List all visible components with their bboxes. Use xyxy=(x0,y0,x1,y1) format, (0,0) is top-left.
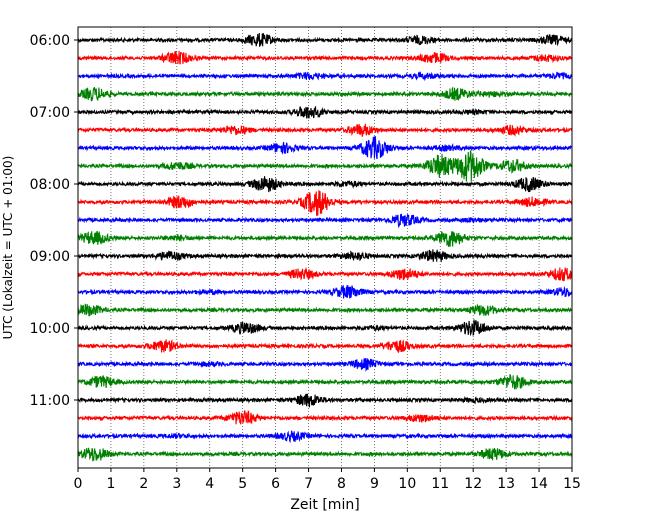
trace-1145 xyxy=(77,447,573,462)
x-tick-label: 14 xyxy=(530,476,548,492)
x-tick-label: 11 xyxy=(431,476,449,492)
trace-0800 xyxy=(77,176,573,193)
x-tick-label: 9 xyxy=(370,476,379,492)
traces xyxy=(77,32,573,462)
x-axis-label: Zeit [min] xyxy=(290,497,359,513)
y-tick-label: 08:00 xyxy=(30,177,70,193)
trace-1130 xyxy=(77,430,573,444)
x-tick-label: 0 xyxy=(74,476,83,492)
trace-0700 xyxy=(77,106,573,119)
trace-0715 xyxy=(77,123,573,138)
trace-0900 xyxy=(77,249,573,263)
y-tick-label: 09:00 xyxy=(30,249,70,265)
trace-0645 xyxy=(77,86,573,102)
trace-0915 xyxy=(77,266,573,282)
y-tick-label: 11:00 xyxy=(30,393,70,409)
trace-1030 xyxy=(77,357,573,372)
y-tick-label: 07:00 xyxy=(30,105,70,121)
y-axis-label: UTC (Lokalzeit = UTC + 01:00) xyxy=(1,156,15,340)
x-tick-label: 2 xyxy=(139,476,148,492)
y-tick-label: 10:00 xyxy=(30,321,70,337)
x-tick-label: 10 xyxy=(398,476,416,492)
trace-1015 xyxy=(77,339,573,353)
x-tick-label: 12 xyxy=(464,476,482,492)
y-tick-label: 06:00 xyxy=(30,33,70,49)
trace-0745 xyxy=(77,149,573,182)
trace-0815 xyxy=(77,190,573,216)
x-tick-label: 6 xyxy=(271,476,280,492)
trace-1115 xyxy=(77,410,573,425)
trace-0830 xyxy=(77,213,573,229)
x-tick-label: 7 xyxy=(304,476,313,492)
trace-0845 xyxy=(77,230,573,247)
x-axis-ticks: 0 1 2 3 4 5 6 7 8 9 10 11 12 13 14 15 xyxy=(74,468,581,492)
x-tick-label: 4 xyxy=(205,476,214,492)
trace-0945 xyxy=(77,303,573,317)
trace-0615 xyxy=(77,50,573,65)
x-tick-label: 5 xyxy=(238,476,247,492)
x-tick-label: 3 xyxy=(172,476,181,492)
trace-1045 xyxy=(77,374,573,390)
trace-1100 xyxy=(77,393,573,408)
plot-frame xyxy=(77,26,573,469)
trace-0730 xyxy=(77,135,573,160)
trace-0930 xyxy=(77,285,573,299)
trace-1000 xyxy=(77,319,573,337)
trace-0630 xyxy=(77,71,573,82)
x-tick-label: 1 xyxy=(106,476,115,492)
y-axis-ticks: 06:00 07:00 08:00 09:00 10:00 11:00 xyxy=(30,33,78,409)
x-tick-label: 8 xyxy=(337,476,346,492)
x-tick-label: 15 xyxy=(563,476,581,492)
trace-0600 xyxy=(77,32,573,47)
x-tick-label: 13 xyxy=(497,476,515,492)
